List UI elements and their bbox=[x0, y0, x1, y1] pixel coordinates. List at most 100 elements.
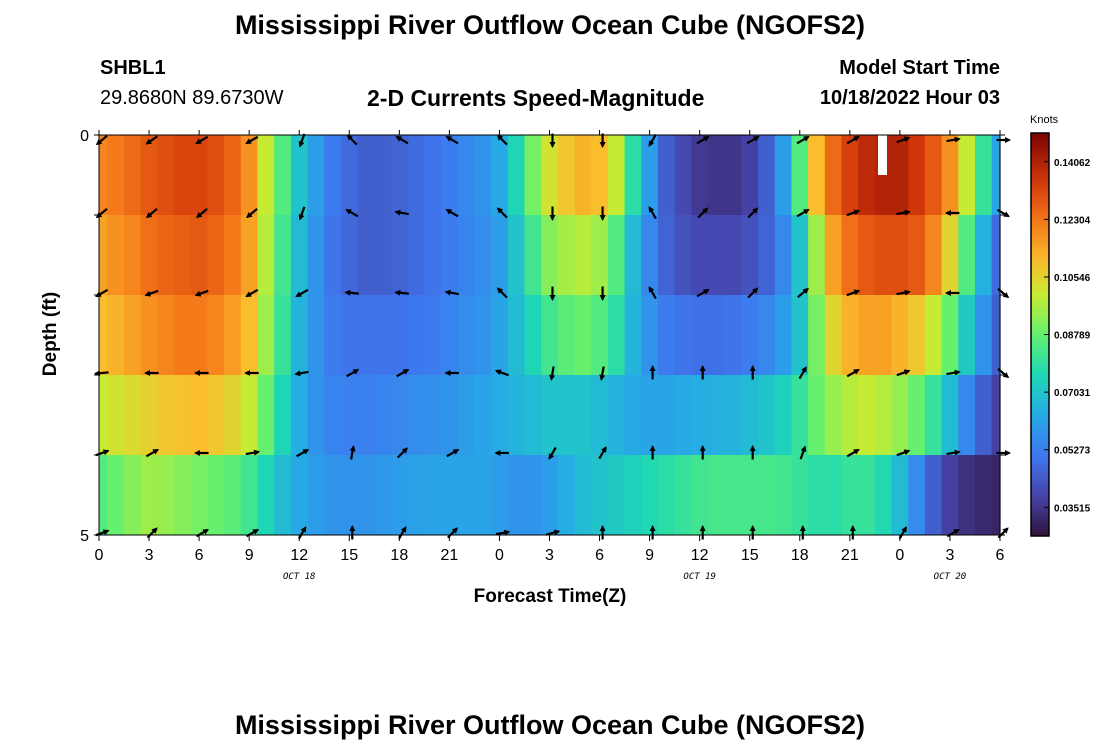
heatmap-cell bbox=[941, 295, 959, 375]
heatmap-cell bbox=[708, 215, 726, 295]
heatmap-cell bbox=[758, 375, 776, 455]
heatmap-cell bbox=[507, 375, 526, 455]
heatmap-cell bbox=[107, 215, 125, 295]
heatmap-cell bbox=[858, 455, 876, 535]
heatmap-cell bbox=[758, 295, 776, 375]
heatmap-cell bbox=[741, 455, 759, 535]
heatmap-cell bbox=[841, 215, 859, 295]
current-arrow bbox=[298, 526, 307, 540]
heatmap-cell bbox=[474, 375, 492, 455]
current-arrow bbox=[896, 209, 911, 216]
heatmap-cell bbox=[974, 455, 993, 535]
heatmap-cell bbox=[607, 215, 626, 295]
heatmap-cell bbox=[340, 295, 359, 375]
current-arrow bbox=[144, 289, 159, 297]
heatmap-cell bbox=[307, 135, 325, 215]
current-arrow bbox=[396, 368, 410, 378]
y-tick-label: 0 bbox=[80, 128, 89, 145]
heatmap-cell bbox=[724, 215, 742, 295]
heatmap-cell bbox=[524, 375, 542, 455]
heatmap-cell bbox=[457, 215, 476, 295]
heatmap-cell bbox=[274, 455, 292, 535]
heatmap-cell bbox=[624, 135, 642, 215]
heatmap-cell bbox=[374, 455, 392, 535]
heatmap-cell bbox=[724, 295, 742, 375]
heatmap-cell bbox=[99, 215, 108, 295]
heatmap-cell bbox=[941, 135, 959, 215]
heatmap-cell bbox=[140, 295, 158, 375]
heatmap-cell bbox=[624, 455, 642, 535]
heatmap-cell bbox=[774, 455, 793, 535]
heatmap-cell bbox=[874, 455, 893, 535]
current-arrow bbox=[648, 133, 657, 147]
heatmap-cell bbox=[958, 215, 976, 295]
current-arrow bbox=[496, 287, 508, 299]
heatmap-cell bbox=[958, 135, 976, 215]
current-arrow bbox=[648, 286, 657, 300]
heatmap-cell bbox=[908, 375, 926, 455]
heatmap-cell bbox=[674, 215, 692, 295]
x-tick-label: 0 bbox=[95, 547, 104, 564]
heatmap-cell bbox=[524, 215, 542, 295]
heatmap-cell bbox=[491, 135, 509, 215]
heatmap-cell bbox=[808, 135, 826, 215]
heatmap-cell bbox=[124, 135, 142, 215]
heatmap-cell bbox=[407, 455, 425, 535]
heatmap-cell bbox=[140, 135, 158, 215]
heatmap-cell bbox=[574, 295, 592, 375]
current-arrow bbox=[295, 288, 309, 298]
heatmap-cell bbox=[991, 135, 1001, 215]
heatmap-cell bbox=[257, 375, 275, 455]
heatmap-cell bbox=[841, 295, 859, 375]
heatmap-cell bbox=[357, 215, 375, 295]
heatmap-cell bbox=[507, 135, 526, 215]
colorbar-tick-label: 0.12304 bbox=[1054, 215, 1091, 226]
current-arrow bbox=[896, 289, 911, 296]
heatmap-cell bbox=[407, 375, 425, 455]
heatmap-cell bbox=[691, 375, 709, 455]
colorbar-unit-label: Knots bbox=[1030, 114, 1059, 126]
heatmap-cell bbox=[390, 295, 409, 375]
heatmap-cell bbox=[824, 375, 843, 455]
heatmap-cell bbox=[174, 215, 192, 295]
current-arrow bbox=[145, 135, 159, 145]
heatmap-cell bbox=[374, 135, 392, 215]
heatmap-cell bbox=[157, 215, 175, 295]
x-tick-label: 9 bbox=[245, 547, 254, 564]
heatmap-cell bbox=[924, 375, 943, 455]
x-tick-label: 6 bbox=[996, 547, 1005, 564]
heatmap-cell bbox=[240, 215, 259, 295]
heatmap-cell bbox=[908, 455, 926, 535]
model-start-value: 10/18/2022 Hour 03 bbox=[819, 87, 1000, 109]
current-arrow bbox=[548, 446, 557, 460]
heatmap-cell bbox=[941, 215, 959, 295]
heatmap-cell bbox=[124, 375, 142, 455]
heatmap-cell bbox=[140, 375, 158, 455]
heatmap-cell bbox=[224, 295, 242, 375]
x-tick-label: 12 bbox=[290, 547, 308, 564]
heatmap-cell bbox=[124, 295, 142, 375]
heatmap-cell bbox=[290, 135, 309, 215]
heatmap-cell bbox=[958, 375, 976, 455]
current-arrow bbox=[697, 207, 709, 219]
heatmap-cell bbox=[657, 295, 676, 375]
heatmap-cell bbox=[357, 295, 375, 375]
current-arrow bbox=[846, 368, 860, 378]
heatmap-cell bbox=[991, 295, 1001, 375]
heatmap-cell bbox=[557, 375, 576, 455]
heatmap-cell bbox=[240, 455, 259, 535]
x-date-label: OCT 18 bbox=[283, 572, 316, 582]
heatmap-cell bbox=[340, 215, 359, 295]
heatmap-cell bbox=[624, 375, 642, 455]
heatmap-cell bbox=[441, 375, 459, 455]
heatmap-cell bbox=[424, 295, 442, 375]
current-arrow bbox=[346, 368, 360, 378]
current-arrow bbox=[896, 136, 911, 144]
y-tick-label: 5 bbox=[80, 528, 89, 545]
heatmap-cell bbox=[858, 135, 876, 215]
heatmap-cell bbox=[441, 135, 459, 215]
heatmap-cell bbox=[841, 135, 859, 215]
heatmap-cell bbox=[657, 455, 676, 535]
current-arrow bbox=[799, 445, 807, 460]
heatmap-cell bbox=[457, 455, 476, 535]
